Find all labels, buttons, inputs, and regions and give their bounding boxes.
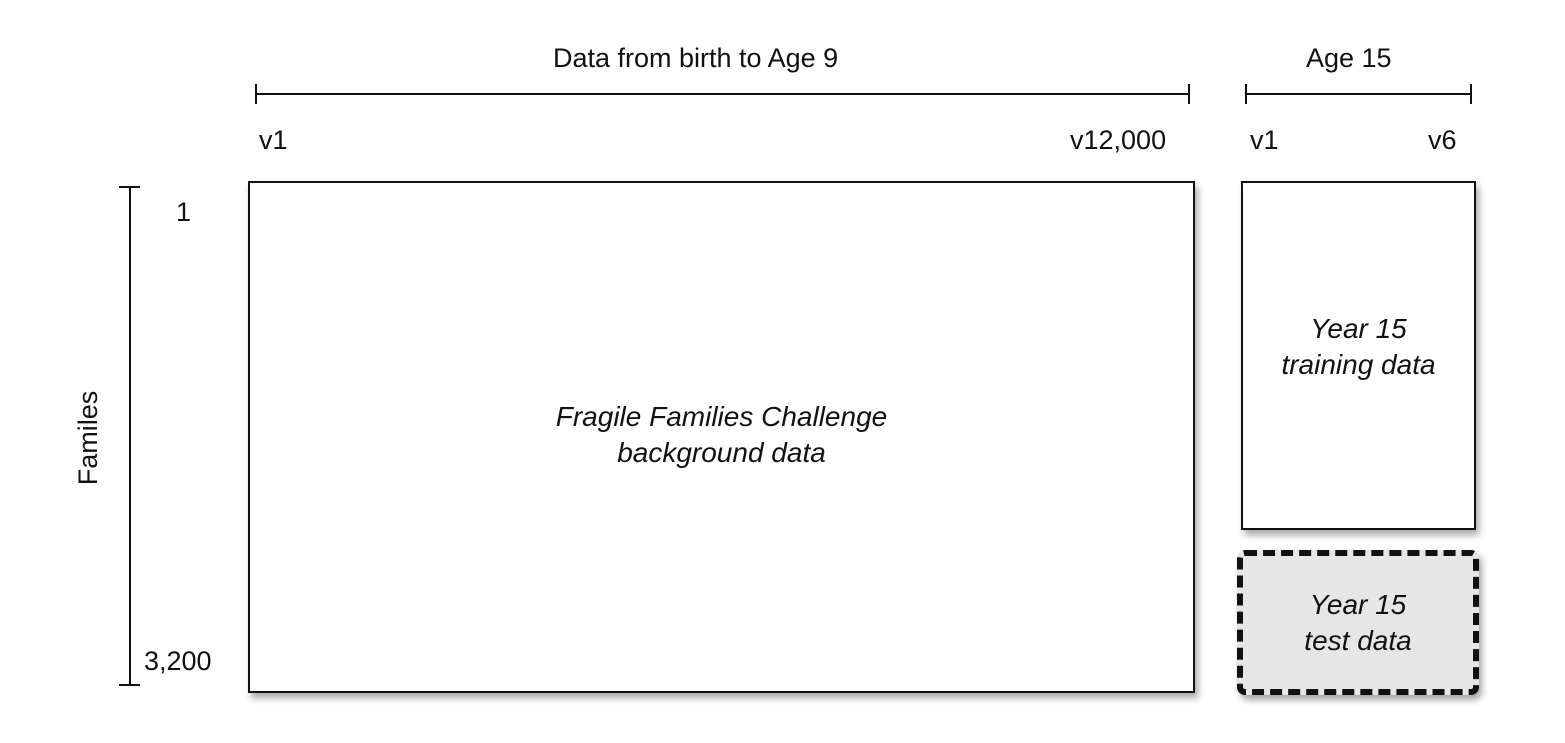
- age15-first-variable: v1: [1250, 125, 1279, 155]
- age15-span-label: Age 15: [1306, 43, 1392, 73]
- background-data-label: Fragile Families Challenge background da…: [555, 401, 888, 468]
- families-first-row: 1: [176, 197, 192, 227]
- test-data-box: Year 15 test data: [1237, 550, 1479, 695]
- background-span-label: Data from birth to Age 9: [553, 43, 839, 73]
- background-last-variable: v12,000: [1070, 125, 1167, 155]
- training-data-label: Year 15 training data: [1281, 313, 1436, 380]
- training-data-box: Year 15 training data: [1241, 181, 1476, 530]
- age15-last-variable: v6: [1428, 125, 1457, 155]
- families-last-row: 3,200: [144, 646, 212, 676]
- test-data-label: Year 15 test data: [1304, 589, 1412, 656]
- background-first-variable: v1: [259, 125, 288, 155]
- families-axis-label: Familes: [73, 390, 103, 486]
- background-data-box: Fragile Families Challenge background da…: [248, 181, 1195, 693]
